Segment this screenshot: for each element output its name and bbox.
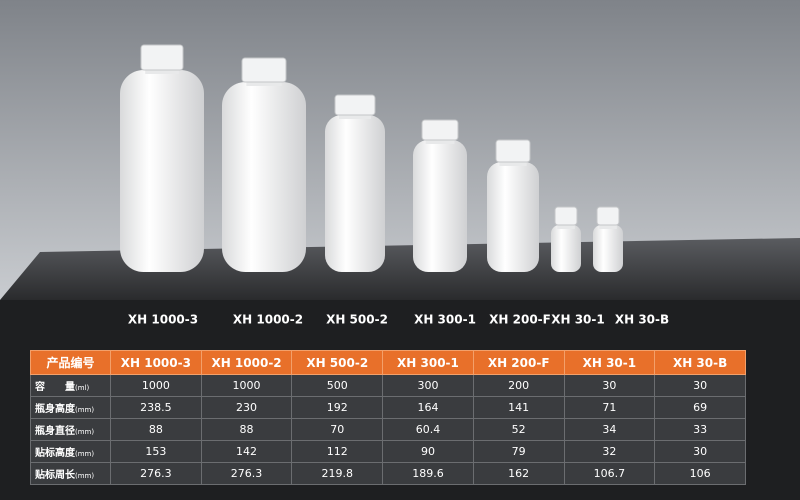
bottle-label: XH 1000-2 [233, 313, 303, 327]
bottle-cap [140, 44, 184, 71]
row-label: 贴标高度(mm) [30, 440, 111, 463]
row-unit: (mm) [75, 450, 95, 458]
bottle-body [222, 82, 306, 272]
row-unit: (mm) [75, 406, 95, 414]
header-cell: 产品编号 [30, 350, 111, 375]
cell: 30 [563, 374, 656, 397]
cell: 88 [110, 418, 202, 441]
row-label: 容 量(ml) [30, 374, 111, 397]
row-label: 贴标周长(mm) [30, 462, 111, 485]
row-name: 贴标周长 [35, 470, 75, 481]
table-body: 容 量(ml) 1000 1000 500 300 200 30 30 瓶身高度(mm) 238.… [30, 374, 746, 485]
table-row: 瓶身直径(mm) 88 88 70 60.4 52 34 33 [30, 418, 746, 441]
header-cell: XH 30-1 [563, 350, 656, 375]
cell: 69 [654, 396, 746, 419]
bottle-label: XH 500-2 [326, 313, 388, 327]
bottle-body [325, 115, 385, 272]
cell: 500 [291, 374, 384, 397]
cell: 219.8 [291, 462, 384, 485]
cell: 70 [291, 418, 384, 441]
table-row: 瓶身高度(mm) 238.5 230 192 164 141 71 69 [30, 396, 746, 419]
spec-table: 产品编号 XH 1000-3 XH 1000-2 XH 500-2 XH 300-1 XH… [30, 350, 746, 485]
cell: 32 [563, 440, 656, 463]
cell: 106 [654, 462, 746, 485]
bottle-labels: XH 1000-3 XH 1000-2 XH 500-2 XH 300-1 XH 200… [128, 313, 669, 327]
cell: 162 [472, 462, 565, 485]
cell: 90 [382, 440, 474, 463]
cell: 189.6 [382, 462, 474, 485]
row-name: 贴标高度 [35, 448, 75, 459]
row-unit: (mm) [75, 428, 95, 436]
cell: 141 [472, 396, 565, 419]
cell: 30 [654, 440, 746, 463]
bottle-body [551, 225, 581, 272]
table-row: 贴标周长(mm) 276.3 276.3 219.8 189.6 162 106.7 106 [30, 462, 746, 485]
cell: 230 [200, 396, 293, 419]
cell: 200 [472, 374, 565, 397]
bottle-cap [421, 119, 459, 141]
cell: 60.4 [382, 418, 474, 441]
bottle-body [413, 140, 467, 272]
cell: 142 [200, 440, 293, 463]
cell: 153 [110, 440, 202, 463]
bottle [120, 44, 204, 272]
bottle [551, 206, 581, 272]
bottle-body [593, 225, 623, 272]
cell: 34 [563, 418, 656, 441]
row-label: 瓶身高度(mm) [30, 396, 111, 419]
cell: 238.5 [110, 396, 202, 419]
cell: 52 [472, 418, 565, 441]
cell: 276.3 [110, 462, 202, 485]
cell: 88 [200, 418, 293, 441]
row-unit: (mm) [75, 472, 95, 480]
bottle-label: XH 30-1 [551, 313, 605, 327]
row-name: 瓶身直径 [35, 426, 75, 437]
bottle-body [120, 70, 204, 272]
cell: 79 [472, 440, 565, 463]
row-name: 瓶身高度 [35, 404, 75, 415]
cell: 1000 [110, 374, 202, 397]
bottle-label: XH 200-F [489, 313, 551, 327]
bottle [593, 206, 623, 272]
cell: 30 [654, 374, 746, 397]
cell: 106.7 [563, 462, 656, 485]
header-cell: XH 1000-2 [200, 350, 293, 375]
cell: 33 [654, 418, 746, 441]
header-cell: XH 1000-3 [110, 350, 202, 375]
cell: 164 [382, 396, 474, 419]
cell: 192 [291, 396, 384, 419]
header-row: 产品编号 XH 1000-3 XH 1000-2 XH 500-2 XH 300-1 XH… [30, 350, 746, 375]
bottle-cap [596, 206, 620, 226]
row-label: 瓶身直径(mm) [30, 418, 111, 441]
cell: 1000 [200, 374, 293, 397]
bottle [325, 94, 385, 272]
row-name: 容 量 [35, 382, 75, 393]
cell: 71 [563, 396, 656, 419]
cell: 112 [291, 440, 384, 463]
bottle [487, 139, 539, 272]
table-row: 容 量(ml) 1000 1000 500 300 200 30 30 [30, 374, 746, 397]
row-unit: (ml) [75, 384, 90, 392]
bottle-cap [334, 94, 376, 116]
header-cell: XH 500-2 [291, 350, 384, 375]
header-cell: XH 30-B [654, 350, 746, 375]
cell: 276.3 [200, 462, 293, 485]
bottle-cap [241, 57, 287, 83]
bottle-cap [554, 206, 578, 226]
bottle [413, 119, 467, 272]
header-cell: XH 300-1 [382, 350, 474, 375]
cell: 300 [382, 374, 474, 397]
bottle-label: XH 1000-3 [128, 313, 198, 327]
bottle-cap [495, 139, 531, 163]
bottle [222, 57, 306, 272]
bottle-label: XH 30-B [615, 313, 669, 327]
header-cell: XH 200-F [472, 350, 565, 375]
bottle-body [487, 162, 539, 272]
bottle-label: XH 300-1 [414, 313, 476, 327]
table-row: 贴标高度(mm) 153 142 112 90 79 32 30 [30, 440, 746, 463]
bottles [120, 44, 623, 272]
